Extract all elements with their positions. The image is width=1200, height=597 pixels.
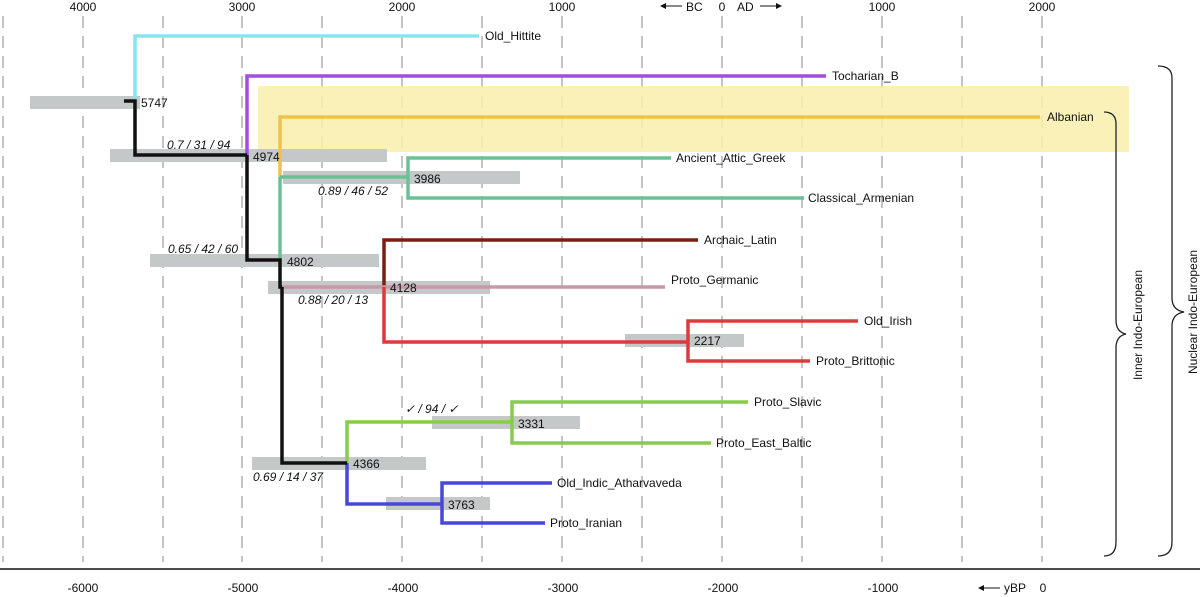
support-values: 0.7 / 31 / 94 0.65 / 42 / 60 0.89 / 46 /… (167, 138, 458, 484)
support-label: 0.7 / 31 / 94 (167, 138, 231, 152)
bc-label: BC (686, 0, 703, 14)
bottom-tick-label: -5000 (228, 581, 259, 595)
ad-right-arrow-icon (760, 3, 782, 9)
bc-left-arrow-icon (660, 3, 682, 9)
bottom-tick-label: -6000 (68, 581, 99, 595)
top-tick-label: 2000 (1029, 0, 1056, 14)
nuclear-indo-european-label: Nuclear Indo-European (1186, 250, 1200, 374)
leaf-label: Proto_Brittonic (816, 354, 895, 368)
leaf-label: Proto_East_Baltic (716, 436, 811, 450)
node-age-label: 5747 (141, 96, 168, 110)
top-tick-label: 2000 (389, 0, 416, 14)
node-ages: 5747 4974 4802 3986 4128 2217 4366 3331 … (141, 96, 721, 512)
support-label: 0.65 / 42 / 60 (168, 242, 238, 256)
clade-braces (1103, 65, 1185, 557)
branch-albanian (278, 115, 1040, 177)
node-age-label: 3986 (414, 172, 441, 186)
bottom-axis: -6000 -5000 -4000 -3000 -2000 -1000 yBP … (0, 568, 1200, 595)
ybp-unit-label: yBP (1004, 581, 1026, 595)
ad-label: AD (737, 0, 754, 14)
leaf-label: Proto_Iranian (550, 516, 622, 530)
branch-old-hittite (133, 34, 479, 101)
leaf-label: Archaic_Latin (704, 233, 777, 247)
leaf-label: Ancient_Attic_Greek (676, 151, 786, 165)
branch-proto-iranian (440, 504, 545, 525)
albanian-highlight (258, 86, 1129, 152)
branch-proto-slavic (510, 400, 748, 422)
branch-celtic-stem (382, 287, 688, 344)
top-tick-label: 4000 (70, 0, 97, 14)
backbone-core (280, 287, 347, 465)
ybp-left-arrow-icon (978, 585, 1000, 591)
ybp-zero-label: 0 (1040, 581, 1047, 595)
leaf-label: Albanian (1047, 110, 1094, 124)
leaf-label: Proto_Slavic (754, 395, 821, 409)
branch-proto-brittonic (686, 342, 810, 363)
branch-classical-armenian (406, 177, 804, 200)
node-age-label: 2217 (694, 334, 721, 348)
node-age-label: 3763 (448, 498, 475, 512)
nuclear-ie-brace (1157, 65, 1185, 557)
branch-tocharian-b (245, 74, 826, 155)
branch-old-indic-atharvaveda (440, 481, 552, 504)
node-age-label: 4802 (287, 255, 314, 269)
branch-balto-slavic-stem (345, 420, 512, 463)
branch-archaic-latin (382, 238, 698, 287)
node-age-label: 4128 (390, 281, 417, 295)
backbone-root (124, 99, 247, 157)
inner-ie-brace (1103, 111, 1127, 557)
node-age-label: 4366 (353, 457, 380, 471)
top-tick-label: 1000 (549, 0, 576, 14)
leaf-label: Classical_Armenian (808, 191, 914, 205)
node-age-label: 3331 (518, 417, 545, 431)
support-label: 0.69 / 14 / 37 (253, 470, 324, 484)
support-label: 0.89 / 46 / 52 (318, 184, 388, 198)
branch-proto-east-baltic (510, 422, 711, 445)
bottom-tick-label: -3000 (548, 581, 579, 595)
leaf-label: Old_Indic_Atharvaveda (557, 476, 682, 490)
tree-backbone (124, 99, 347, 465)
bottom-tick-label: -2000 (708, 581, 739, 595)
branch-indo-iranian-stem (345, 463, 442, 506)
inner-indo-european-label: Inner Indo-European (1131, 270, 1145, 380)
branch-ancient-attic-greek (406, 156, 671, 177)
branch-old-irish (686, 319, 858, 342)
support-label: ✓ / 94 / ✓ (405, 402, 458, 416)
backbone-inner (245, 155, 282, 289)
top-axis: 4000 3000 2000 1000 1000 2000 BC 0 AD (70, 0, 1056, 14)
year-zero-label: 0 (719, 0, 726, 14)
confidence-interval-bar (30, 96, 140, 109)
leaf-label: Old_Irish (864, 314, 912, 328)
support-label: 0.88 / 20 / 13 (298, 293, 368, 307)
bottom-tick-label: -4000 (388, 581, 419, 595)
tree-branches (133, 34, 1040, 525)
leaf-label: Tocharian_B (832, 69, 899, 83)
top-tick-label: 1000 (869, 0, 896, 14)
bottom-tick-label: -1000 (868, 581, 899, 595)
leaf-label: Proto_Germanic (671, 273, 758, 287)
node-age-label: 4974 (253, 150, 280, 164)
leaf-label: Old_Hittite (485, 29, 541, 43)
top-tick-label: 3000 (229, 0, 256, 14)
leaf-labels: Old_Hittite Tocharian_B Albanian Ancient… (485, 29, 1094, 530)
